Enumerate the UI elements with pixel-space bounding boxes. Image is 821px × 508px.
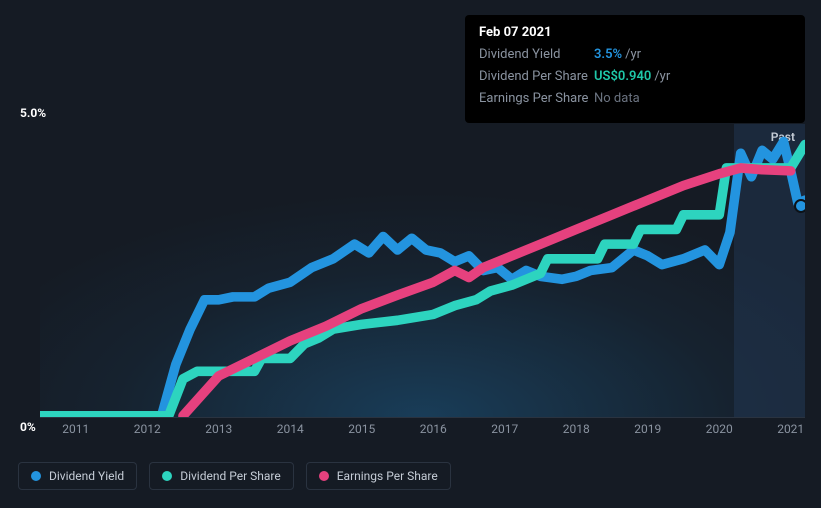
- legend-item[interactable]: Dividend Yield: [18, 462, 137, 490]
- legend-label: Earnings Per Share: [337, 469, 438, 483]
- x-tick: 2016: [420, 422, 447, 436]
- x-axis: 2011 2012 2013 2014 2015 2016 2017 2018 2019 2020…: [40, 422, 805, 438]
- x-tick: 2018: [563, 422, 590, 436]
- x-tick: 2013: [205, 422, 232, 436]
- chart-plot[interactable]: Past: [40, 124, 805, 418]
- tooltip-date: Feb 07 2021: [479, 25, 791, 40]
- x-tick: 2012: [134, 422, 161, 436]
- chart-tooltip: Feb 07 2021 Dividend Yield3.5%/yrDividen…: [465, 15, 805, 123]
- legend-item[interactable]: Dividend Per Share: [149, 462, 294, 490]
- legend-label: Dividend Yield: [49, 469, 124, 483]
- tooltip-row-value: US$0.940/yr: [594, 68, 670, 86]
- legend-swatch: [162, 471, 172, 481]
- x-tick: 2011: [62, 422, 89, 436]
- chart-svg: [40, 124, 805, 417]
- x-tick: 2021: [777, 422, 804, 436]
- y-axis-max: 5.0%: [20, 106, 46, 120]
- legend: Dividend Yield Dividend Per Share Earnings…: [18, 462, 451, 490]
- chart-area: 5.0% 0% Past 201120122013201420152016201…: [16, 100, 805, 448]
- y-axis-min: 0%: [20, 420, 36, 434]
- tooltip-row: Dividend Yield3.5%/yr: [479, 46, 791, 64]
- tooltip-row: Earnings Per ShareNo data: [479, 90, 791, 108]
- legend-label: Dividend Per Share: [180, 469, 281, 483]
- tooltip-row-unit: /yr: [625, 47, 641, 62]
- tooltip-row-label: Dividend Per Share: [479, 68, 594, 86]
- tooltip-row-unit: /yr: [654, 69, 670, 84]
- x-tick: 2017: [491, 422, 518, 436]
- tooltip-row-value: No data: [594, 90, 640, 108]
- series-marker: [794, 199, 805, 213]
- legend-swatch: [319, 471, 329, 481]
- x-tick: 2020: [706, 422, 733, 436]
- tooltip-row-label: Dividend Yield: [479, 46, 594, 64]
- tooltip-row-label: Earnings Per Share: [479, 90, 594, 108]
- x-tick: 2015: [348, 422, 375, 436]
- legend-item[interactable]: Earnings Per Share: [306, 462, 451, 490]
- x-tick: 2019: [634, 422, 661, 436]
- x-tick: 2014: [277, 422, 304, 436]
- legend-swatch: [31, 471, 41, 481]
- tooltip-row-value: 3.5%/yr: [594, 46, 641, 64]
- tooltip-row: Dividend Per ShareUS$0.940/yr: [479, 68, 791, 86]
